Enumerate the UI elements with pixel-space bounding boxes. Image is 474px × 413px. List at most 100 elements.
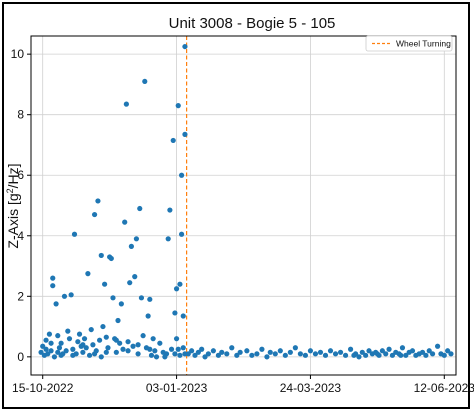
data-point: [80, 342, 86, 348]
data-point: [70, 346, 76, 352]
data-point: [264, 354, 270, 360]
data-point: [192, 352, 198, 358]
data-point: [292, 345, 298, 351]
data-point: [46, 331, 53, 337]
data-point: [147, 296, 153, 302]
data-point: [403, 352, 409, 358]
data-point: [110, 295, 116, 301]
data-point: [130, 343, 136, 349]
data-point: [205, 351, 211, 357]
data-point: [259, 346, 265, 352]
points-layer: [38, 43, 454, 360]
data-point: [175, 103, 181, 109]
data-point: [97, 337, 103, 343]
data-point: [56, 345, 63, 351]
data-point: [113, 337, 119, 343]
data-point: [105, 345, 111, 351]
data-point: [53, 301, 59, 307]
data-point: [88, 326, 94, 333]
data-point: [75, 339, 81, 345]
data-point: [195, 349, 201, 355]
legend: Wheel Turning: [365, 35, 453, 52]
data-point: [115, 317, 121, 324]
data-point: [409, 348, 416, 354]
y-axis-label-suffix: /Hz]: [5, 163, 21, 188]
data-point: [175, 346, 181, 352]
data-point: [237, 349, 243, 355]
data-point: [224, 351, 230, 357]
chart-title: Unit 3008 - Bogie 5 - 105: [169, 15, 336, 32]
data-point: [100, 323, 106, 330]
x-tick-label: 24-03-2023: [280, 381, 342, 395]
data-point: [178, 172, 185, 178]
data-point: [282, 352, 288, 358]
data-point: [102, 281, 108, 287]
data-point: [90, 342, 96, 348]
data-point: [55, 349, 61, 355]
data-point: [38, 349, 44, 355]
data-point: [122, 219, 128, 225]
data-point: [152, 348, 158, 354]
data-point: [322, 352, 329, 358]
data-point: [297, 351, 303, 357]
data-point: [342, 352, 349, 358]
data-point: [180, 313, 186, 319]
data-point: [98, 354, 104, 360]
data-point: [210, 348, 216, 354]
data-point: [448, 351, 454, 357]
data-point: [128, 243, 134, 249]
data-point: [363, 352, 369, 358]
y-tick-label: 2: [17, 289, 24, 303]
y-ticks: 0 2 4 6 8 10: [11, 47, 31, 364]
data-point: [244, 348, 250, 354]
data-point: [249, 352, 255, 358]
data-point: [125, 348, 131, 354]
data-point: [351, 352, 357, 358]
data-point: [219, 349, 225, 355]
data-point: [138, 295, 145, 301]
data-point: [398, 352, 404, 358]
data-point: [379, 348, 385, 354]
data-point: [182, 43, 188, 50]
data-point: [202, 354, 208, 360]
data-point: [45, 351, 51, 357]
data-point: [58, 340, 64, 346]
legend-box: [365, 35, 453, 52]
data-point: [123, 101, 129, 107]
data-point: [91, 211, 98, 218]
y-axis-label: Z-Axis [g2/Hz]: [5, 163, 21, 248]
plot-area-border: [30, 35, 457, 376]
data-point: [162, 354, 168, 360]
data-point: [127, 280, 133, 286]
data-point: [229, 345, 235, 351]
data-point: [383, 351, 389, 357]
data-point: [91, 351, 98, 357]
data-point: [302, 352, 309, 358]
x-ticks: 15-10-2022 03-01-2023 24-03-2023 12-06-2023: [12, 375, 474, 395]
data-point: [332, 351, 339, 357]
data-point: [120, 346, 126, 352]
data-point: [312, 351, 319, 357]
data-point: [157, 340, 163, 346]
data-point: [170, 137, 176, 144]
data-point: [272, 351, 278, 357]
y-axis-label-sup: 2: [5, 188, 15, 193]
legend-label-wheel-turning: Wheel Turning: [396, 39, 451, 49]
y-axis-label-prefix: Z-Axis [g: [5, 193, 21, 248]
data-point: [429, 351, 436, 357]
data-point: [66, 336, 73, 342]
data-point: [60, 351, 66, 357]
data-point: [135, 351, 141, 357]
data-point: [133, 236, 140, 242]
x-tick-label: 03-01-2023: [146, 381, 208, 395]
data-point: [137, 205, 143, 212]
data-point: [177, 352, 183, 358]
data-point: [366, 348, 372, 354]
data-point: [142, 78, 148, 85]
y-tick-label: 4: [17, 229, 24, 243]
data-point: [117, 340, 123, 346]
data-point: [399, 345, 406, 351]
data-point: [65, 328, 71, 334]
x-tick-label: 12-06-2023: [414, 381, 474, 395]
